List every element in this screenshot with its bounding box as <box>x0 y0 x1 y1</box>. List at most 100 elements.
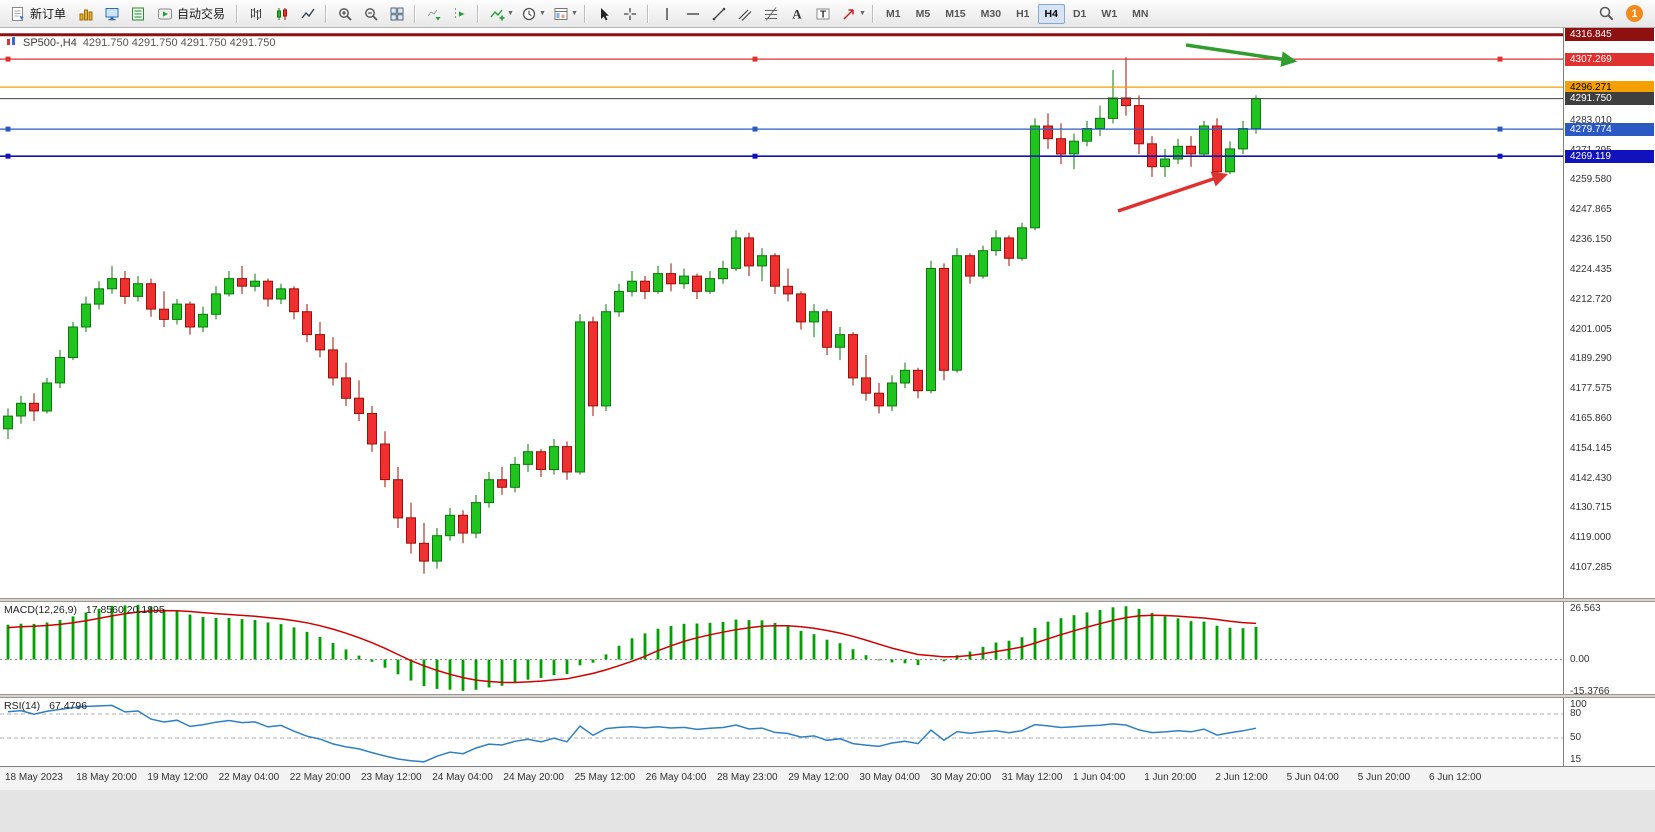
candle <box>172 299 182 325</box>
templates-icon[interactable] <box>548 2 573 26</box>
tile-windows-icon[interactable] <box>384 2 409 26</box>
line-handle[interactable] <box>1497 126 1503 132</box>
macd-scale-label: 0.00 <box>1570 653 1590 665</box>
candle <box>1095 105 1105 137</box>
candle <box>874 383 884 414</box>
line-handle[interactable] <box>752 126 758 132</box>
timeframe-h4[interactable]: H4 <box>1037 3 1065 24</box>
search-icon[interactable] <box>1594 2 1619 26</box>
candlestick-chart-icon[interactable] <box>269 2 294 26</box>
panel-splitter[interactable] <box>0 694 1655 698</box>
new-order-button[interactable]: 新订单 <box>4 2 72 26</box>
green-arrow-object[interactable] <box>1185 43 1298 67</box>
candle <box>94 281 104 310</box>
svg-text:A: A <box>792 6 802 21</box>
auto-scroll-icon[interactable] <box>421 2 446 26</box>
candle <box>744 232 754 277</box>
candle <box>1004 235 1014 266</box>
timeframe-mn[interactable]: MN <box>1132 7 1149 20</box>
candle <box>42 377 52 414</box>
fibonacci-icon[interactable] <box>758 2 783 26</box>
chart-shift-icon[interactable] <box>447 2 472 26</box>
rsi-panel: RSI(14) 67.4796 <box>0 698 1563 766</box>
horizontal-line-icon[interactable] <box>680 2 705 26</box>
line-handle[interactable] <box>752 153 758 159</box>
label-icon[interactable]: T <box>810 2 835 26</box>
price-tick-label: 4236.150 <box>1570 234 1612 246</box>
candle <box>263 278 273 307</box>
arrows-dropdown-caret[interactable]: ▼ <box>859 10 866 17</box>
candle <box>822 309 832 355</box>
price-axis[interactable]: 4283.0104271.2954259.5804247.8654236.150… <box>1563 28 1655 766</box>
symbol-label: SP500-,H4 <box>23 37 77 49</box>
time-label: 26 May 04:00 <box>645 772 707 783</box>
zoom-in-icon[interactable] <box>332 2 357 26</box>
timeframe-m15[interactable]: M15 <box>945 7 966 20</box>
candle <box>601 304 611 411</box>
time-label: 25 May 12:00 <box>574 772 636 783</box>
panel-splitter[interactable] <box>0 598 1655 602</box>
trendline-icon[interactable] <box>706 2 731 26</box>
data-window-icon[interactable] <box>125 2 150 26</box>
candle <box>640 276 650 299</box>
red-arrow-object[interactable] <box>1117 171 1228 213</box>
timeframe-m30[interactable]: M30 <box>980 7 1002 20</box>
price-tick-label: 4177.575 <box>1570 383 1612 395</box>
candle <box>1251 95 1261 134</box>
candle <box>1186 136 1196 167</box>
charts-icon[interactable] <box>73 2 98 26</box>
crosshair-icon[interactable] <box>617 2 642 26</box>
candle <box>1069 133 1079 170</box>
line-chart-icon[interactable] <box>295 2 320 26</box>
templates-dropdown-caret[interactable]: ▼ <box>571 10 578 17</box>
candle <box>445 507 455 541</box>
equidistant-channel-icon[interactable] <box>732 2 757 26</box>
periods-dropdown-caret[interactable]: ▼ <box>539 10 546 17</box>
line-handle[interactable] <box>5 153 11 159</box>
candle <box>497 467 507 495</box>
candle <box>419 522 429 574</box>
time-label: 31 May 12:00 <box>1001 772 1063 783</box>
time-label: 28 May 23:00 <box>717 772 778 783</box>
text-icon[interactable]: A <box>784 2 809 26</box>
notification-badge[interactable]: 1 <box>1626 5 1643 22</box>
candle <box>1173 138 1183 165</box>
timeframe-m1[interactable]: M1 <box>886 7 901 20</box>
autotrading-button-label: 自动交易 <box>177 7 226 21</box>
candle <box>250 273 260 292</box>
price-chart[interactable]: SP500-,H4 4291.750 4291.750 4291.750 429… <box>0 28 1563 598</box>
line-handle[interactable] <box>752 56 758 62</box>
timeframe-d1[interactable]: D1 <box>1072 7 1087 20</box>
time-label: 5 Jun 20:00 <box>1357 772 1411 783</box>
vertical-line-icon[interactable] <box>654 2 679 26</box>
autotrading-button[interactable]: 自动交易 <box>151 2 231 26</box>
candle <box>562 441 572 480</box>
candle <box>484 472 494 508</box>
line-handle[interactable] <box>5 126 11 132</box>
cursor-icon[interactable] <box>591 2 616 26</box>
bar-chart-icon[interactable] <box>243 2 268 26</box>
candle <box>1212 118 1222 180</box>
rsi-scale-label: 15 <box>1570 754 1582 765</box>
zoom-out-icon[interactable] <box>358 2 383 26</box>
line-handle[interactable] <box>5 56 11 62</box>
candle <box>1108 70 1118 124</box>
arrows-icon[interactable] <box>836 2 861 26</box>
time-axis[interactable]: 18 May 2023 18 May 20:00 19 May 12:00 22 Ma… <box>0 766 1655 790</box>
time-label: 5 Jun 04:00 <box>1286 772 1339 783</box>
time-label: 23 May 12:00 <box>361 772 422 783</box>
indicators-icon[interactable] <box>484 2 509 26</box>
timeframe-m5[interactable]: M5 <box>915 7 931 20</box>
market-watch-icon[interactable] <box>99 2 124 26</box>
price-tick-label: 4154.145 <box>1570 442 1612 454</box>
timeframe-h1[interactable]: H1 <box>1016 7 1030 20</box>
time-label: 2 Jun 12:00 <box>1215 772 1268 783</box>
price-badge: 4316.845 <box>1565 28 1654 42</box>
timeframe-w1[interactable]: W1 <box>1101 7 1118 20</box>
line-handle[interactable] <box>1497 153 1503 159</box>
line-handle[interactable] <box>1497 56 1503 62</box>
indicators-dropdown-caret[interactable]: ▼ <box>507 10 514 17</box>
candle <box>146 278 156 317</box>
candle <box>458 510 468 544</box>
periods-icon[interactable] <box>516 2 541 26</box>
